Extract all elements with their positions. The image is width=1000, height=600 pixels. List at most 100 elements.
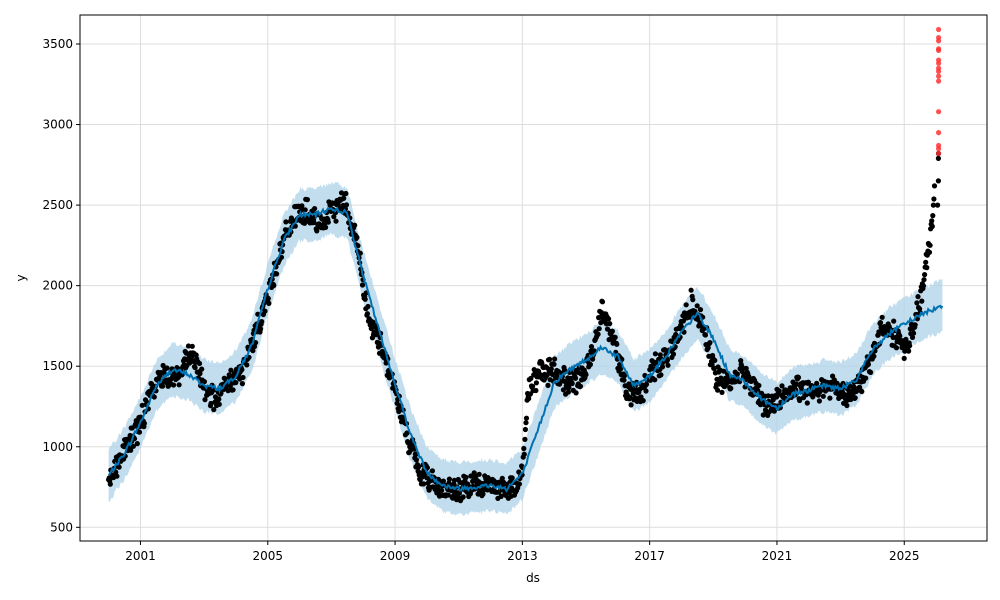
observed-point (440, 478, 446, 484)
observed-point (915, 294, 921, 300)
observed-point (331, 214, 337, 220)
observed-point (756, 382, 762, 389)
observed-point (715, 387, 721, 393)
observed-point (526, 395, 532, 402)
observed-point (396, 408, 402, 415)
observed-point (211, 407, 217, 413)
observed-point (906, 348, 912, 354)
observed-point (922, 272, 928, 278)
observed-point (765, 393, 771, 399)
observed-point (627, 394, 633, 400)
observed-point (907, 343, 913, 349)
outlier-point (936, 78, 942, 84)
y-tick-label: 1500 (42, 359, 73, 373)
observed-point (599, 299, 606, 305)
observed-point (909, 334, 916, 340)
observed-point (719, 389, 725, 395)
outlier-point (936, 150, 942, 157)
observed-point (107, 481, 113, 487)
observed-point (595, 331, 601, 337)
observed-point (643, 388, 649, 394)
observed-point (587, 361, 594, 368)
observed-point (569, 380, 575, 387)
outlier-point (936, 109, 942, 115)
observed-point (612, 334, 618, 340)
observed-point (920, 283, 927, 289)
observed-point (240, 374, 246, 381)
observed-point (657, 352, 663, 358)
outlier-point (936, 46, 942, 52)
observed-point (743, 365, 749, 371)
y-axis-label: y (14, 274, 28, 281)
observed-point (658, 372, 664, 378)
observed-point (891, 318, 897, 324)
observed-point (844, 402, 850, 409)
observed-point (476, 471, 482, 477)
x-tick-label: 2009 (380, 549, 411, 563)
observed-point (355, 243, 361, 249)
observed-point (533, 380, 540, 386)
observed-point (712, 357, 718, 363)
observed-point (630, 390, 636, 397)
observed-point (683, 302, 689, 308)
observed-point (863, 375, 869, 381)
observed-point (189, 343, 195, 349)
observed-point (480, 491, 486, 497)
observed-point (521, 451, 527, 457)
observed-point (239, 367, 245, 373)
observed-point (253, 340, 259, 346)
observed-point (333, 218, 339, 224)
x-tick-label: 2001 (125, 549, 156, 563)
observed-point (274, 271, 280, 277)
observed-point (354, 234, 360, 240)
observed-point (439, 487, 445, 493)
observed-point (607, 321, 613, 327)
observed-point (924, 265, 930, 271)
observed-point (565, 389, 572, 395)
observed-point (779, 383, 785, 389)
observed-point (930, 202, 937, 208)
observed-point (271, 282, 277, 289)
observed-point (343, 190, 349, 197)
observed-point (304, 197, 310, 203)
outlier-point (936, 73, 942, 79)
outlier-point (936, 142, 942, 149)
observed-point (665, 362, 671, 368)
observed-point (816, 398, 823, 404)
observed-point (523, 415, 530, 421)
observed-point (208, 400, 214, 407)
observed-point (664, 357, 671, 363)
observed-point (814, 380, 820, 386)
observed-point (544, 372, 551, 378)
observed-point (202, 397, 208, 403)
observed-point (927, 242, 933, 248)
observed-point (312, 206, 318, 212)
observed-point (566, 384, 572, 391)
observed-point (573, 390, 579, 396)
x-axis-label: ds (526, 571, 540, 585)
observed-point (528, 375, 534, 381)
observed-point (670, 351, 677, 357)
y-tick-label: 3000 (42, 118, 73, 132)
observed-point (901, 355, 907, 361)
observed-point (416, 464, 422, 470)
observed-point (530, 383, 536, 389)
observed-point (228, 367, 234, 373)
observed-point (707, 340, 713, 346)
observed-point (621, 373, 628, 379)
observed-point (139, 402, 145, 408)
observed-point (921, 277, 927, 283)
observed-point (323, 224, 329, 230)
observed-point (451, 477, 457, 483)
observed-point (879, 314, 885, 320)
observed-point (325, 219, 331, 225)
observed-point (935, 202, 941, 208)
observed-point (897, 333, 903, 339)
observed-point (429, 468, 435, 474)
plot-frame (79, 14, 988, 542)
observed-point (914, 300, 920, 306)
observed-point (721, 368, 727, 374)
observed-point (588, 344, 595, 350)
outlier-point (936, 35, 942, 41)
